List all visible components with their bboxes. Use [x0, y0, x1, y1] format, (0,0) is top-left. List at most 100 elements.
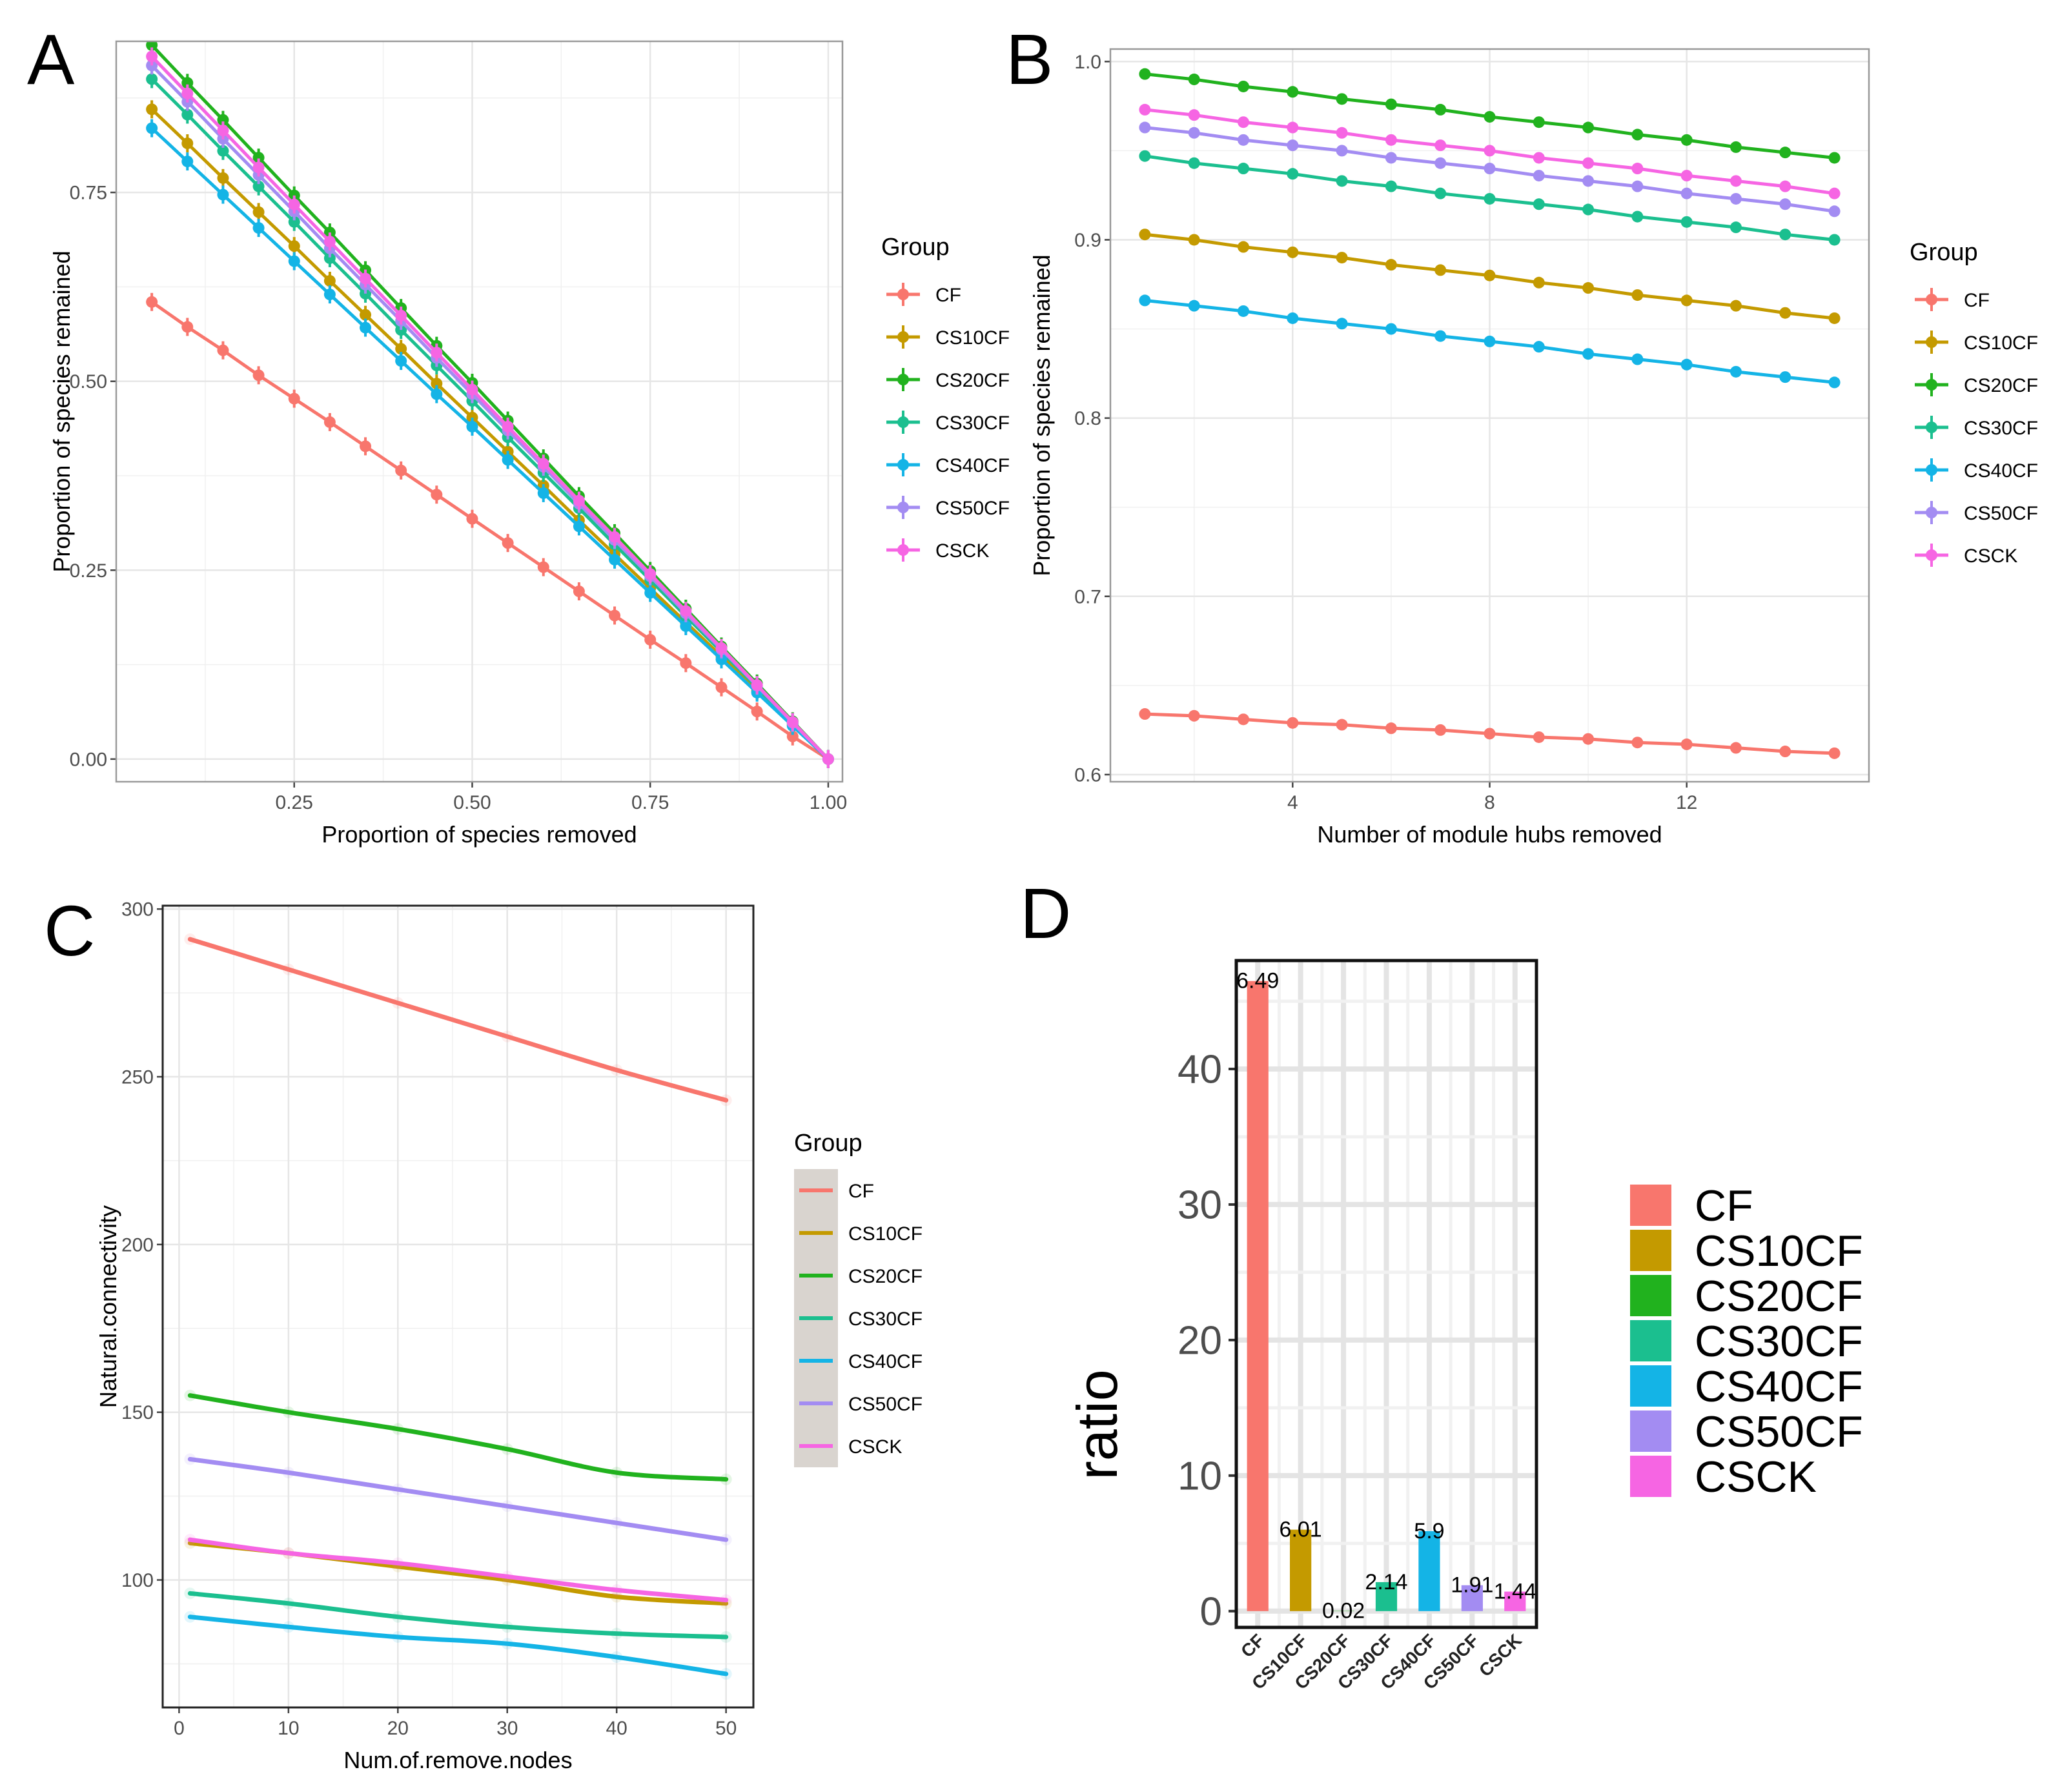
data-point-cs30cf — [1779, 229, 1791, 241]
y-tick-label-b: 0.8 — [1074, 408, 1101, 429]
panel-letter-a: A — [27, 20, 75, 99]
data-point-cs10cf — [1287, 246, 1299, 258]
legend-key-csck — [1630, 1456, 1671, 1497]
data-point-cs40cf — [573, 520, 585, 533]
data-point-cs10cf — [431, 378, 443, 390]
data-point-csck — [146, 50, 158, 63]
y-tick-label-d: 40 — [1178, 1048, 1222, 1092]
data-point-csck — [715, 642, 728, 654]
legend-label-cs50cf: CS50CF — [1964, 503, 2038, 524]
plot-border-c — [161, 904, 755, 1709]
x-axis-title-c: Num.of.remove.nodes — [343, 1747, 572, 1773]
data-point-cs30cf — [288, 216, 300, 228]
data-point-cs50cf — [1434, 157, 1447, 169]
bar-label-cs20cf: 0.02 — [1322, 1598, 1365, 1623]
y-axis-title-b: Proportion of species remained — [1028, 254, 1055, 576]
data-point-csck — [537, 458, 549, 470]
legend-key-dot-cs50cf — [897, 502, 909, 513]
plot-border-a — [115, 40, 844, 783]
data-point-csck — [1484, 145, 1496, 157]
panel-c: C 0 10 20 30 40 50 100 150 200 250 300 Num.of.remove… — [44, 891, 923, 1773]
data-point-csck — [181, 87, 194, 99]
data-point-cs40cf — [1779, 371, 1791, 383]
data-point-cs40cf — [146, 122, 158, 134]
data-point-cs40cf — [1680, 358, 1693, 371]
data-point-cs20cf — [1238, 80, 1250, 92]
data-point-csck — [1779, 180, 1791, 192]
bar-cs40cf — [1418, 1531, 1440, 1611]
data-point-cf — [1484, 728, 1496, 740]
data-point-cs40cf — [181, 156, 194, 168]
legend-key-dot-cs20cf — [1926, 379, 1937, 391]
data-point-csck — [1680, 170, 1693, 182]
y-tick-label-a: 0.75 — [70, 183, 107, 204]
legend-label-cs30cf: CS30CF — [1695, 1317, 1863, 1366]
y-tick-label-a: 0.00 — [70, 749, 107, 770]
series-line-cf — [150, 300, 830, 760]
data-point-cf — [252, 369, 265, 382]
data-point-cs10cf — [1434, 264, 1447, 276]
series-group-a — [146, 41, 834, 768]
data-point-cs20cf — [1779, 147, 1791, 159]
data-point-cs40cf — [1828, 376, 1841, 389]
legend-key-dot-cs40cf — [897, 459, 909, 471]
data-point-cf — [1680, 738, 1693, 751]
data-point-cs40cf — [1238, 305, 1250, 317]
y-tick-label-d: 20 — [1178, 1319, 1222, 1363]
data-point-cf — [395, 464, 407, 476]
bar-csck — [1504, 1591, 1526, 1611]
legend-title-b: Group — [1910, 239, 1978, 266]
y-tick-label-d: 10 — [1178, 1454, 1222, 1499]
data-point-cs50cf — [1582, 175, 1595, 187]
legend-label-cs20cf: CS20CF — [935, 370, 1010, 391]
x-tick-label-a: 1.00 — [810, 792, 847, 813]
legend-key-dot-cs50cf — [1926, 507, 1937, 518]
data-point-cf — [1779, 746, 1791, 758]
data-point-cf — [1582, 733, 1595, 745]
x-tick-label-a: 0.50 — [453, 792, 491, 813]
data-point-cs40cf — [217, 188, 229, 201]
legend-label-cs10cf: CS10CF — [848, 1223, 923, 1245]
legend-label-csck: CSCK — [1695, 1452, 1817, 1502]
data-point-cf — [146, 296, 158, 308]
data-point-cs10cf — [466, 411, 478, 423]
data-point-csck — [323, 236, 336, 248]
plot-border-d — [1234, 959, 1538, 1629]
bar-cs10cf — [1290, 1529, 1312, 1611]
data-point-cs20cf — [1582, 121, 1595, 134]
legend-label-cf: CF — [935, 285, 961, 306]
y-axis-title-c: Natural.connectivity — [95, 1205, 121, 1408]
data-point-cf — [644, 633, 657, 646]
data-point-cs10cf — [1582, 282, 1595, 294]
data-point-cs40cf — [1484, 335, 1496, 347]
data-point-cs40cf — [466, 420, 478, 433]
data-point-cs40cf — [1533, 341, 1545, 353]
data-point-cf — [1828, 747, 1841, 759]
data-point-cs10cf — [217, 172, 229, 184]
x-tick-label-c: 20 — [387, 1718, 409, 1739]
data-point-cs30cf — [1238, 163, 1250, 175]
series-line-csck — [187, 1537, 729, 1603]
legend-key-dot-cs40cf — [1926, 464, 1937, 476]
data-point-cs10cf — [395, 343, 407, 355]
legend-label-csck: CSCK — [935, 540, 989, 562]
data-point-csck — [1238, 116, 1250, 128]
data-point-cs20cf — [1336, 93, 1348, 105]
data-point-cs50cf — [1729, 192, 1742, 205]
data-point-cs10cf — [1779, 307, 1791, 319]
data-point-cs50cf — [146, 59, 158, 72]
data-point-cs10cf — [146, 103, 158, 116]
legend-key-cs10cf — [1630, 1230, 1671, 1271]
data-point-cs40cf — [1582, 348, 1595, 360]
data-point-cf — [466, 513, 478, 525]
data-point-cs20cf — [1188, 73, 1200, 85]
y-tick-label-b: 0.6 — [1074, 764, 1101, 786]
data-point-cs50cf — [1779, 198, 1791, 210]
data-point-cs40cf — [1385, 323, 1397, 335]
data-point-cs30cf — [1631, 210, 1644, 223]
legend-key-dot-cf — [1926, 294, 1937, 305]
data-point-cs40cf — [1434, 330, 1447, 342]
legend-label-cs50cf: CS50CF — [1695, 1407, 1863, 1456]
data-point-csck — [431, 347, 443, 359]
data-point-cf — [786, 730, 799, 742]
